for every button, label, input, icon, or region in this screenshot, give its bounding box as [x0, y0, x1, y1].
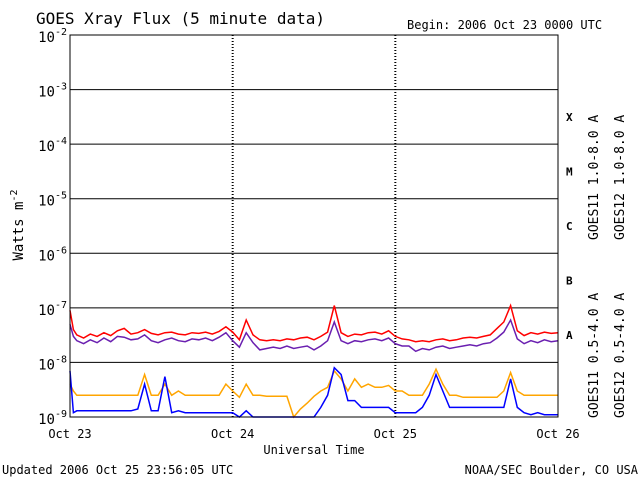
y-tick-label: 10-9: [38, 409, 67, 428]
flare-class-label: A: [566, 329, 573, 342]
legend-short-channel: GOES11 0.5-4.0 A GOES12 0.5-4.0 A: [587, 293, 628, 418]
y-tick-label: 10-2: [38, 27, 67, 46]
y-tick-label: 10-4: [38, 136, 67, 155]
legend-long-channel: GOES11 1.0-8.0 A GOES12 1.0-8.0 A: [587, 115, 628, 240]
y-axis-label: Watts m-2: [9, 189, 27, 260]
y-tick-label: 10-8: [38, 354, 67, 373]
series-line: [69, 367, 558, 419]
x-tick-label: Oct 26: [536, 427, 579, 441]
y-axis-label-sup: -2: [9, 189, 20, 201]
flare-class-label: M: [566, 165, 573, 178]
day-separators: [231, 35, 397, 417]
flare-class-label: C: [566, 220, 573, 233]
legend-goes12-long: GOES12 1.0-8.0 A: [613, 115, 628, 240]
begin-date-label: Begin: 2006 Oct 23 0000 UTC: [407, 18, 602, 32]
y-tick-labels: 10-2 10-3 10-4 10-5 10-6 10-7 10-8 10-9: [38, 27, 67, 428]
y-axis-label-text: Watts m: [11, 202, 27, 261]
x-tick-label: Oct 25: [374, 427, 417, 441]
plot-frame: [69, 34, 559, 418]
flare-class-labels: X M C B A: [566, 111, 573, 342]
y-tick-label: 10-3: [38, 82, 67, 101]
series-line: [69, 318, 559, 353]
x-tick-label: Oct 24: [211, 427, 254, 441]
flare-class-label: B: [566, 275, 573, 288]
svg-text:Watts m-2: Watts m-2: [9, 189, 27, 260]
x-axis-label: Universal Time: [263, 443, 364, 457]
x-tick-label: Oct 23: [48, 427, 91, 441]
x-tick-labels: Oct 23 Oct 24 Oct 25 Oct 26: [48, 427, 579, 441]
series-line: [69, 303, 559, 343]
y-tick-label: 10-5: [38, 191, 67, 210]
legend-goes11-long: GOES11 1.0-8.0 A: [587, 115, 602, 240]
legend-goes12-short: GOES12 0.5-4.0 A: [613, 293, 628, 418]
chart-title: GOES Xray Flux (5 minute data): [36, 9, 325, 28]
y-tick-label: 10-6: [38, 245, 67, 264]
legend-goes11-short: GOES11 0.5-4.0 A: [587, 293, 602, 418]
y-tick-label: 10-7: [38, 300, 67, 319]
source-label: NOAA/SEC Boulder, CO USA: [465, 463, 639, 477]
updated-timestamp: Updated 2006 Oct 25 23:56:05 UTC: [2, 463, 233, 477]
flare-class-label: X: [566, 111, 573, 124]
